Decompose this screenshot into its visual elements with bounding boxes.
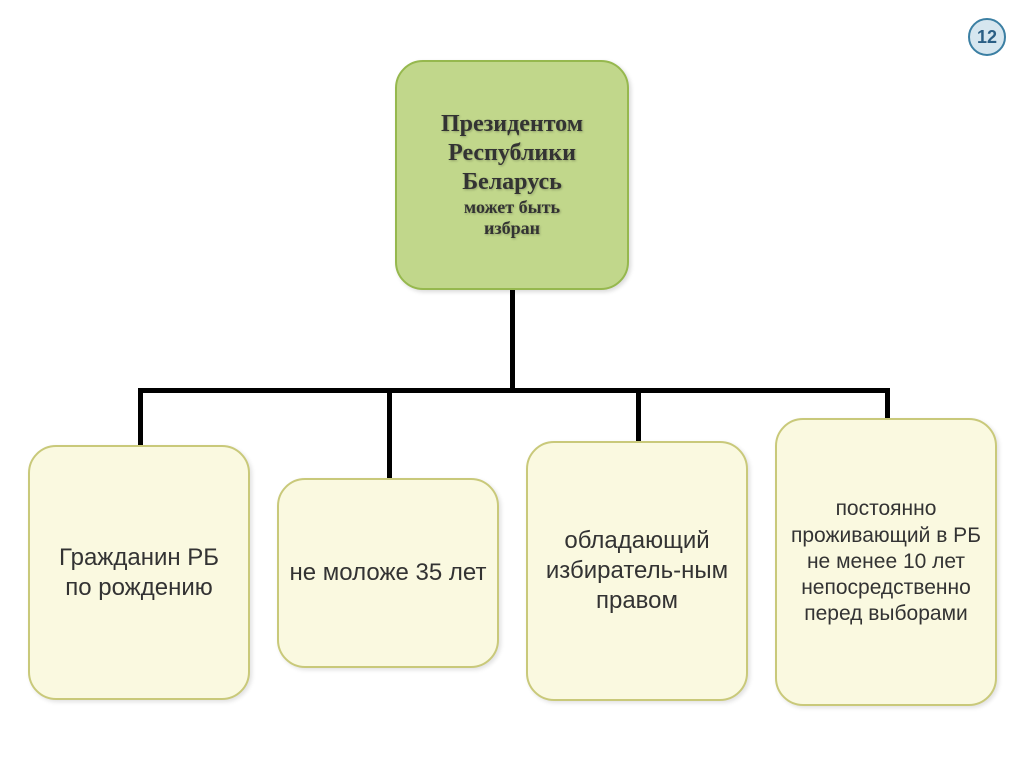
child-node-text: обладающий избиратель-ным правом xyxy=(538,526,736,616)
root-line: избран xyxy=(484,218,540,240)
child-node-text: не моложе 35 лет xyxy=(290,558,487,588)
connector-drop xyxy=(138,388,143,445)
child-node-text: постоянно проживающий в РБ не менее 10 л… xyxy=(787,496,985,627)
child-node: обладающий избиратель-ным правом xyxy=(526,441,748,701)
child-node-text: Гражданин РБ по рождению xyxy=(59,543,219,603)
child-node: не моложе 35 лет xyxy=(277,478,499,668)
root-line: Беларусь xyxy=(462,168,562,197)
connector-drop xyxy=(636,388,641,441)
root-node: Президентом Республики Беларусь может бы… xyxy=(395,60,629,290)
root-line: Президентом xyxy=(441,110,583,139)
connector-drop xyxy=(885,388,890,418)
root-line: может быть xyxy=(464,197,560,219)
page-number-badge: 12 xyxy=(968,18,1006,56)
connector-horizontal xyxy=(138,388,887,393)
child-node: постоянно проживающий в РБ не менее 10 л… xyxy=(775,418,997,706)
root-line: Республики xyxy=(448,139,576,168)
connector-drop xyxy=(387,388,392,478)
page-number: 12 xyxy=(977,27,997,48)
child-node: Гражданин РБ по рождению xyxy=(28,445,250,700)
connector-vertical xyxy=(510,290,515,388)
